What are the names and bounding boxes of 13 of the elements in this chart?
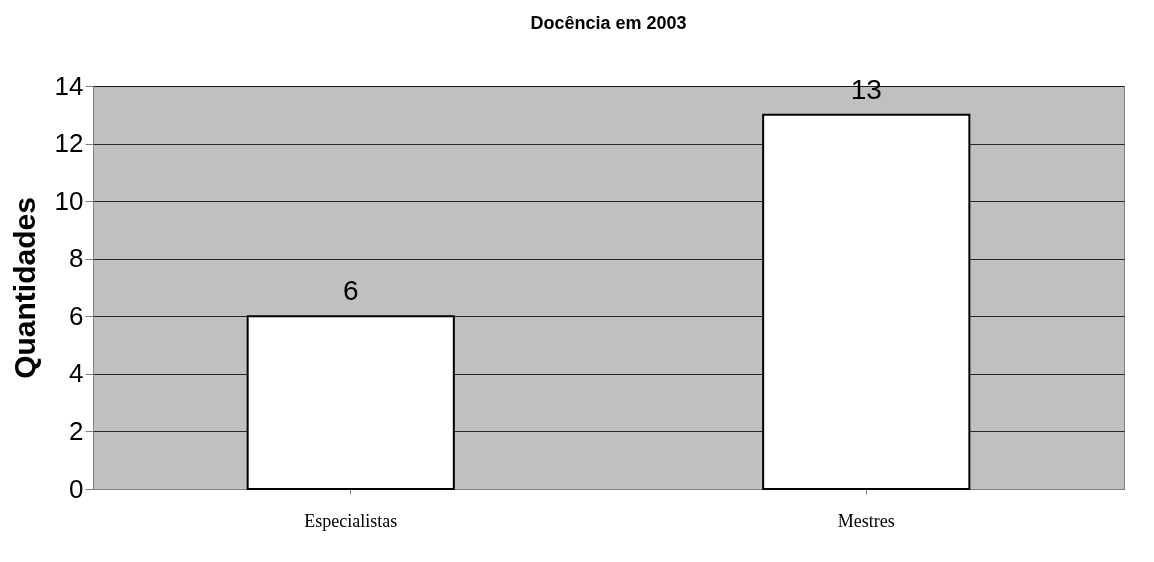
y-tick-label: 14 bbox=[54, 70, 84, 101]
x-tick-label: Mestres bbox=[837, 510, 895, 531]
y-tick-label: 8 bbox=[69, 243, 84, 274]
x-tick-label: Especialistas bbox=[304, 510, 398, 531]
y-tick-label: 6 bbox=[69, 300, 84, 331]
y-axis-title: Quantidades bbox=[7, 197, 41, 379]
y-tick-label: 4 bbox=[69, 358, 84, 389]
y-tick-label: 0 bbox=[69, 473, 84, 504]
data-label: 6 bbox=[342, 275, 359, 307]
chart-title: Docência em 2003 bbox=[530, 13, 687, 33]
y-tick-label: 12 bbox=[54, 128, 84, 159]
y-tick-label: 10 bbox=[54, 185, 84, 216]
y-tick-label: 2 bbox=[69, 415, 84, 446]
